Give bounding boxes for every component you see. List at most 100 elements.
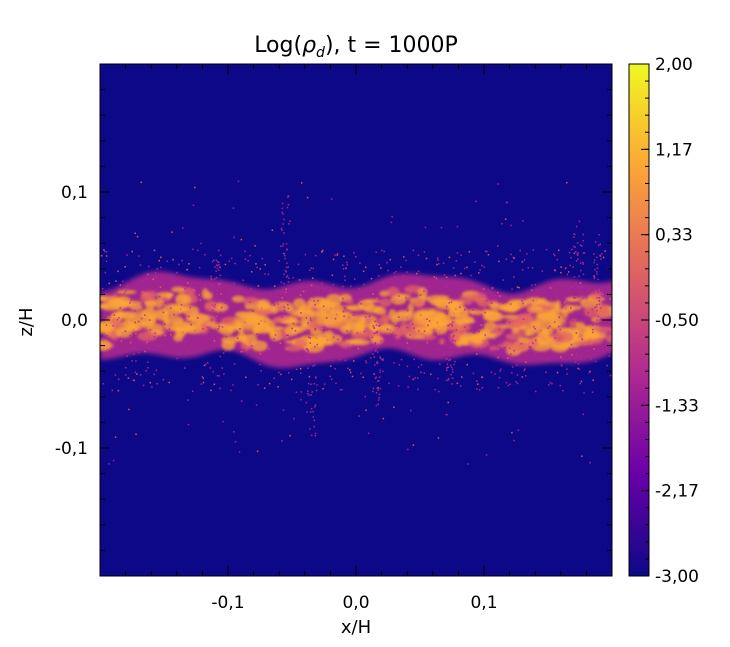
dust-speck (289, 358, 291, 360)
dust-speck (200, 287, 203, 289)
dust-blob (583, 305, 598, 317)
dust-speck (199, 299, 202, 301)
dust-speck (320, 251, 323, 253)
dust-speck (346, 330, 348, 332)
dust-blob (182, 305, 200, 316)
dust-speck (565, 181, 568, 184)
dust-speck (570, 256, 572, 259)
dust-speck (505, 381, 508, 384)
dust-speck (228, 260, 231, 262)
dust-speck (460, 272, 462, 275)
dust-blob (254, 309, 274, 316)
dust-speck (532, 342, 534, 344)
dust-speck (187, 423, 190, 426)
dust-speck (566, 368, 568, 370)
dust-blob (140, 290, 158, 298)
dust-blob (482, 309, 501, 321)
dust-speck (304, 253, 307, 256)
dust-speck (194, 330, 196, 332)
plume-speck (449, 323, 451, 326)
dust-speck (273, 377, 275, 380)
x-axis-label: x/H (341, 617, 371, 638)
dust-blob (221, 339, 236, 351)
plume-speck (377, 389, 380, 391)
dust-blob (364, 316, 372, 324)
dust-speck (230, 257, 233, 260)
plume-speck (286, 275, 289, 277)
dust-speck (363, 330, 366, 333)
dust-speck (606, 364, 608, 367)
plume-speck (280, 281, 283, 284)
dust-speck (437, 437, 440, 439)
y-tick-label: -0,1 (55, 439, 88, 459)
dust-speck (298, 279, 301, 281)
dust-speck (586, 290, 588, 292)
dust-speck (120, 340, 123, 342)
dust-speck (282, 409, 285, 411)
dust-speck (510, 224, 512, 227)
plume-speck (372, 353, 374, 355)
dust-speck (308, 269, 311, 271)
dust-speck (426, 318, 428, 320)
dust-speck (521, 269, 524, 271)
dust-speck (219, 355, 221, 358)
plume-speck (282, 245, 284, 247)
dust-speck (412, 249, 415, 252)
dust-speck (233, 363, 236, 365)
dust-speck (503, 347, 506, 349)
dust-speck (360, 303, 362, 305)
dust-speck (511, 288, 513, 290)
dust-speck (602, 256, 605, 259)
plume-speck (373, 356, 376, 358)
dust-speck (219, 387, 221, 390)
dust-speck (438, 390, 440, 393)
dust-speck (426, 341, 429, 344)
dust-speck (456, 225, 459, 228)
dust-speck (316, 384, 318, 386)
dust-speck (315, 389, 318, 392)
dust-speck (497, 356, 500, 359)
dust-speck (549, 381, 552, 384)
dust-speck (521, 376, 523, 378)
dust-speck (236, 337, 239, 340)
dust-speck (604, 250, 606, 252)
plume-speck (376, 346, 379, 348)
dust-speck (315, 376, 317, 378)
dust-blob (448, 324, 468, 331)
plume-speck (307, 350, 310, 353)
dust-speck (382, 359, 384, 361)
dust-speck (256, 266, 258, 269)
dust-speck (322, 305, 325, 308)
dust-speck (139, 374, 142, 376)
dust-speck (406, 342, 408, 344)
dust-speck (198, 294, 201, 296)
dust-speck (256, 333, 258, 335)
dust-speck (148, 319, 151, 321)
dust-speck (189, 352, 192, 355)
dust-speck (450, 301, 453, 304)
plume-speck (376, 387, 378, 390)
dust-speck (535, 288, 537, 291)
plume-speck (576, 242, 579, 244)
dust-speck (361, 351, 364, 354)
dust-speck (509, 303, 512, 305)
dust-speck (363, 283, 365, 286)
dust-speck (176, 357, 179, 360)
colorbar-ticks: 2,00 1,17 0,33 -0,50 -1,33 -2,17 -3,00 (641, 55, 699, 587)
dust-speck (103, 249, 105, 251)
dust-speck (164, 335, 166, 337)
dust-speck (478, 330, 480, 333)
dust-speck (461, 376, 463, 378)
plume-speck (446, 366, 448, 369)
dust-speck (112, 459, 115, 462)
plume-speck (314, 434, 317, 437)
dust-blob (524, 331, 532, 337)
dust-speck (398, 295, 400, 297)
dust-blob (393, 310, 414, 322)
dust-speck (523, 259, 526, 261)
dust-speck (249, 254, 251, 257)
plume-speck (577, 252, 579, 254)
plume-speck (371, 336, 374, 339)
plume-speck (449, 354, 451, 356)
colorbar-tick-label: 1,17 (655, 140, 693, 160)
